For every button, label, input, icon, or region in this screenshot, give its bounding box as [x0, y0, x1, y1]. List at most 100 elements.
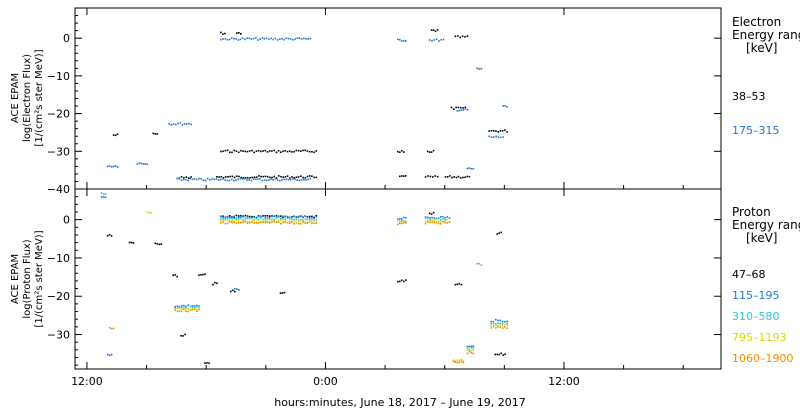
proton-data-point: [266, 217, 269, 219]
electron-data-point: [187, 179, 189, 182]
proton-data-point: [280, 218, 282, 221]
proton-data-point: [229, 217, 231, 220]
proton-data-point: [246, 216, 249, 218]
proton-data-point: [224, 222, 227, 225]
proton-data-point: [306, 221, 309, 223]
proton-data-point: [496, 233, 498, 235]
electron-data-point: [307, 38, 309, 40]
electron-data-point: [154, 133, 157, 135]
proton-data-point: [399, 218, 401, 220]
electron-ytick-label: −30: [47, 145, 70, 158]
electron-data-point: [225, 176, 227, 178]
proton-data-point: [429, 217, 431, 219]
proton-data-point: [462, 361, 465, 364]
proton-data-point: [273, 218, 275, 221]
electron-data-point: [446, 176, 449, 178]
electron-data-point: [274, 37, 277, 40]
proton-data-point: [180, 310, 183, 313]
proton-data-point: [212, 283, 214, 286]
electron-data-point: [428, 151, 431, 153]
electron-data-point: [502, 136, 504, 138]
proton-data-point: [442, 218, 444, 220]
electron-data-point: [506, 106, 508, 108]
electron-data-point: [433, 39, 435, 41]
proton-data-point: [295, 217, 298, 220]
electron-data-point: [240, 176, 242, 179]
proton-legend-entry: 795–1193: [732, 331, 787, 344]
proton-data-point: [308, 217, 311, 219]
proton-data-point: [255, 218, 258, 220]
proton-data-point: [283, 291, 286, 294]
proton-data-point: [313, 216, 315, 219]
proton-data-point: [501, 324, 504, 327]
proton-data-point: [232, 289, 234, 292]
proton-data-point: [224, 216, 227, 218]
proton-data-point: [237, 216, 240, 219]
electron-data-point: [297, 176, 300, 178]
proton-data-point: [446, 222, 449, 224]
proton-data-point: [104, 193, 107, 195]
proton-data-point: [300, 222, 302, 225]
proton-data-point: [399, 220, 401, 223]
proton-data-point: [454, 360, 457, 362]
proton-data-point: [495, 318, 497, 321]
proton-data-point: [273, 215, 275, 218]
electron-data-point: [224, 149, 227, 152]
proton-data-point: [222, 215, 224, 217]
electron-data-point: [284, 150, 286, 152]
electron-data-point: [255, 150, 258, 152]
electron-data-point: [226, 149, 229, 152]
proton-data-point: [466, 352, 469, 355]
electron-data-point: [220, 176, 223, 178]
electron-data-point: [462, 176, 464, 179]
electron-data-point: [233, 176, 236, 179]
electron-data-point: [250, 179, 253, 182]
proton-data-point: [150, 211, 153, 214]
proton-data-point: [235, 214, 238, 217]
electron-data-point: [262, 150, 264, 152]
electron-data-point: [108, 165, 111, 167]
electron-data-point: [144, 163, 147, 165]
proton-data-point: [220, 219, 222, 222]
proton-data-point: [506, 322, 508, 325]
proton-data-point: [401, 218, 403, 220]
electron-data-point: [461, 35, 464, 37]
electron-data-point: [399, 39, 401, 41]
electron-data-point: [237, 178, 240, 181]
electron-data-point: [261, 179, 264, 182]
proton-data-point: [189, 305, 192, 308]
proton-data-point: [456, 359, 459, 361]
electron-data-point: [183, 123, 186, 125]
proton-data-point: [403, 222, 405, 224]
electron-legend-title-2: Energy ranges: [732, 28, 800, 42]
proton-data-point: [293, 215, 295, 218]
proton-data-point: [492, 325, 495, 328]
electron-series-1-segment: [168, 122, 192, 126]
electron-series-0-segment: [424, 175, 439, 178]
proton-data-point: [432, 211, 435, 214]
proton-data-point: [399, 280, 401, 283]
proton-data-point: [490, 323, 492, 325]
electron-data-point: [305, 38, 307, 40]
proton-data-point: [501, 320, 504, 323]
electron-series-0-segment: [152, 132, 159, 135]
proton-data-point: [196, 304, 198, 307]
proton-data-point: [185, 307, 187, 310]
proton-series-2-segment: [220, 217, 318, 222]
proton-data-point: [251, 219, 253, 222]
proton-data-point: [185, 305, 187, 308]
proton-data-point: [472, 345, 475, 348]
proton-ylabel-line-2: log(Proton Flux): [22, 239, 33, 318]
electron-data-point: [401, 175, 403, 177]
proton-data-point: [242, 221, 244, 224]
electron-data-point: [213, 178, 216, 181]
proton-series-4-segment: [466, 350, 475, 355]
proton-data-point: [237, 215, 240, 217]
electron-series-0-segment: [220, 31, 226, 35]
electron-data-point: [204, 179, 207, 182]
proton-data-point: [196, 306, 198, 308]
proton-data-point: [187, 304, 189, 306]
electron-data-point: [222, 33, 224, 35]
proton-data-point: [431, 219, 433, 222]
electron-data-point: [250, 38, 253, 40]
